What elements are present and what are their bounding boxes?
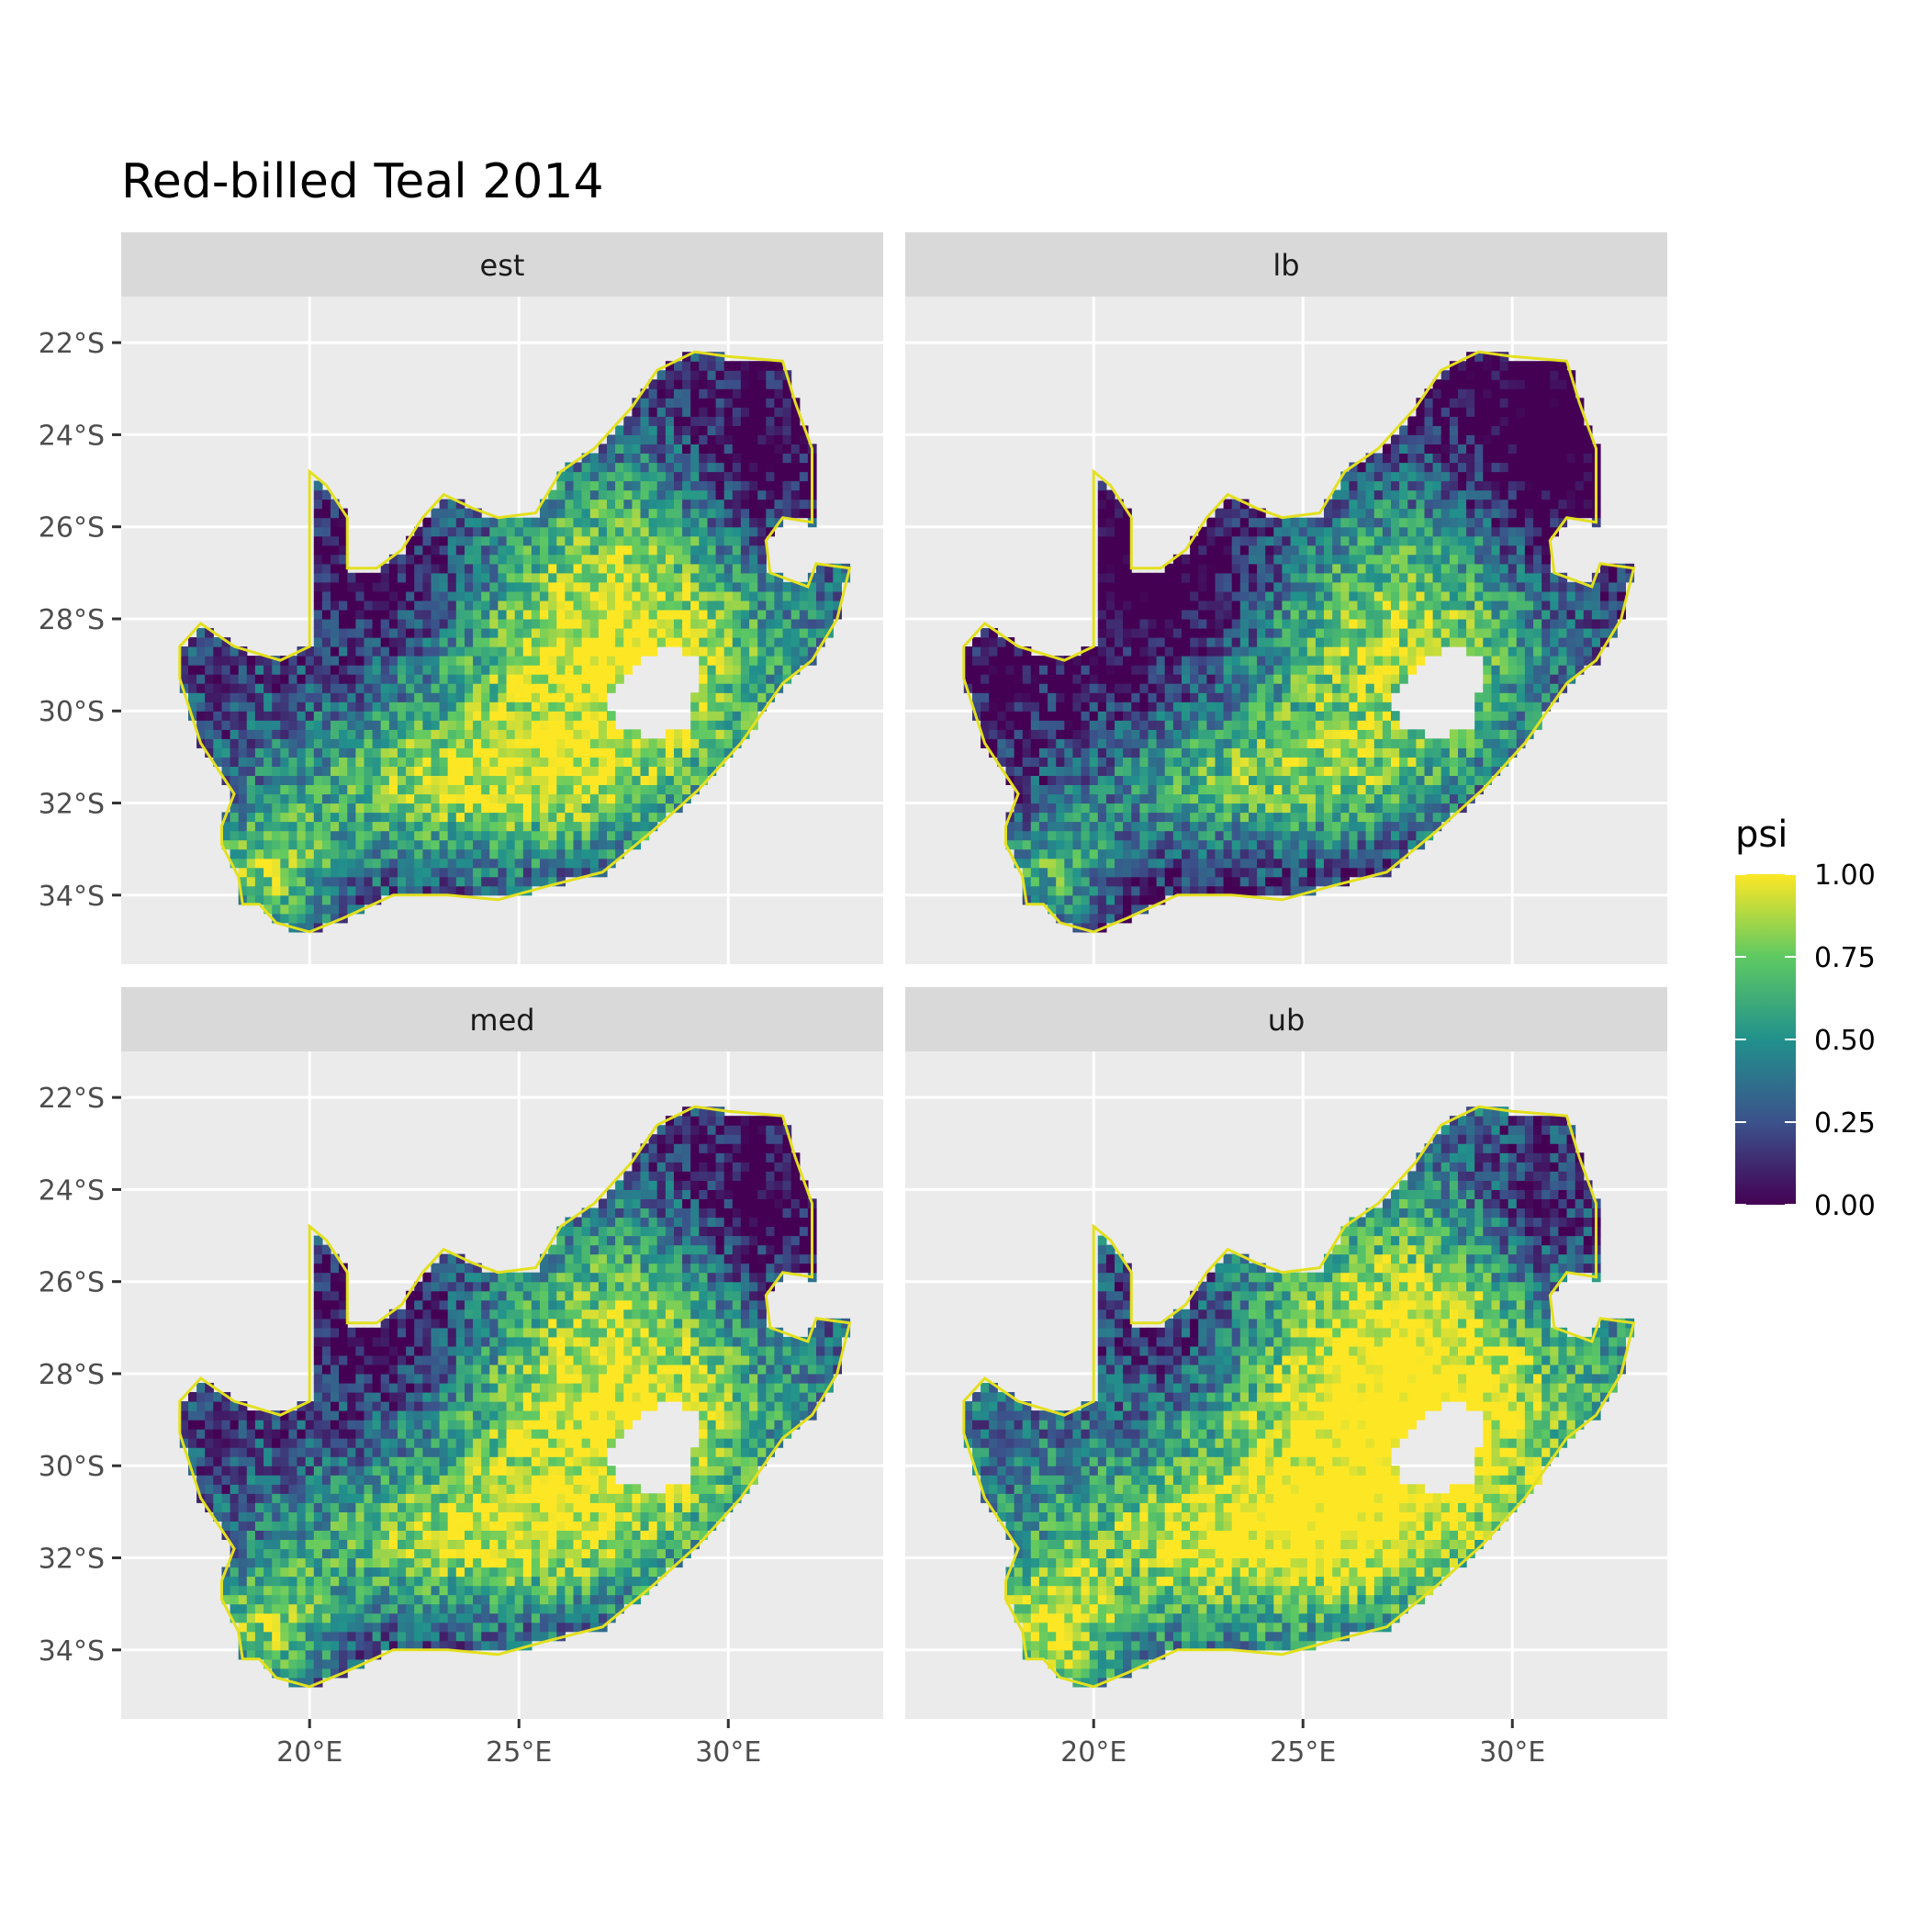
legend: psi 1.00 0.75 0.50 0.25 0.00: [1735, 814, 1876, 1222]
y-tick-label: 24°S: [39, 1174, 105, 1207]
x-tick-label: 25°E: [486, 1736, 552, 1769]
facet-panel-med: med: [121, 987, 883, 1719]
y-tick-label: 32°S: [39, 789, 105, 821]
y-tick-label: 22°S: [39, 328, 105, 360]
facet-strip-label: est: [480, 248, 525, 283]
y-tick-label: 26°S: [39, 512, 105, 545]
legend-tick-label: 0.25: [1814, 1107, 1876, 1140]
legend-tick-label: 0.00: [1814, 1190, 1876, 1222]
x-tick-label: 25°E: [1270, 1736, 1336, 1769]
y-tick-label: 32°S: [39, 1544, 105, 1576]
facet-panel-ub: ub: [905, 987, 1667, 1719]
legend-title: psi: [1735, 814, 1788, 856]
plot-title: Red-billed Teal 2014: [121, 154, 604, 209]
y-tick-label: 34°S: [39, 881, 105, 913]
y-tick-label: 28°S: [39, 604, 105, 636]
y-tick-label: 34°S: [39, 1635, 105, 1668]
legend-tick-label: 0.75: [1814, 942, 1876, 974]
y-tick-label: 22°S: [39, 1083, 105, 1115]
facet-strip-label: med: [469, 1003, 534, 1038]
x-tick-label: 30°E: [695, 1736, 761, 1769]
y-tick-label: 30°S: [39, 696, 105, 728]
facet-strip-label: ub: [1268, 1003, 1306, 1038]
legend-tick-label: 1.00: [1814, 859, 1876, 892]
facet-panel-lb: lb: [905, 232, 1667, 964]
facet-strip-label: lb: [1272, 248, 1299, 283]
legend-tick-label: 0.50: [1814, 1025, 1876, 1057]
facet-panel-est: est: [121, 232, 883, 964]
y-tick-label: 28°S: [39, 1359, 105, 1391]
y-tick-label: 24°S: [39, 420, 105, 452]
y-tick-label: 30°S: [39, 1451, 105, 1483]
x-tick-label: 20°E: [1060, 1736, 1127, 1769]
y-tick-label: 26°S: [39, 1267, 105, 1299]
x-tick-label: 20°E: [276, 1736, 342, 1769]
x-tick-label: 30°E: [1479, 1736, 1545, 1769]
